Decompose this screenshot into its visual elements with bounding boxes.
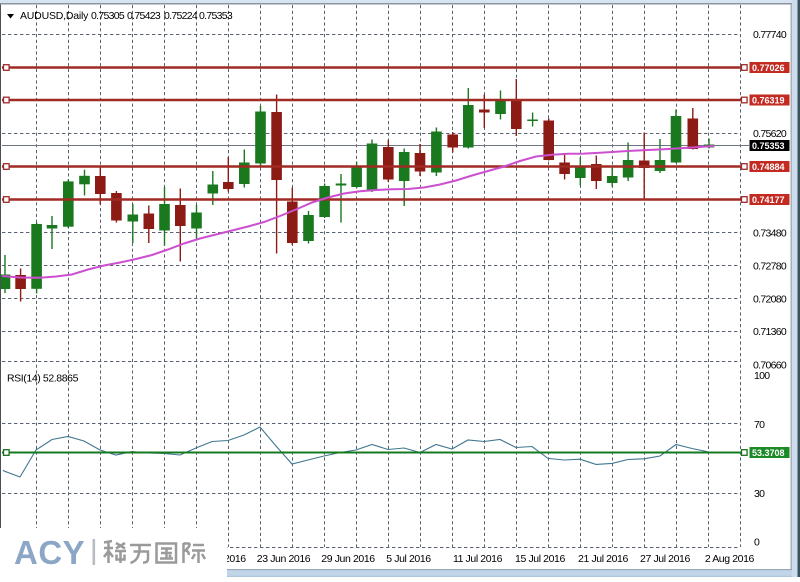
svg-text:0: 0	[754, 537, 760, 549]
svg-text:0.72080: 0.72080	[753, 294, 787, 306]
svg-text:0.74177: 0.74177	[752, 195, 785, 205]
svg-text:70: 70	[754, 419, 765, 431]
svg-text:AUDUSD,Daily: AUDUSD,Daily	[20, 10, 89, 22]
svg-text:53.3708: 53.3708	[752, 448, 785, 458]
svg-text:ACY: ACY	[14, 534, 85, 571]
svg-text:0.76319: 0.76319	[752, 95, 785, 105]
svg-text:0.75305: 0.75305	[91, 10, 125, 22]
svg-text:0.75353: 0.75353	[752, 141, 785, 151]
svg-text:27 Jul 2016: 27 Jul 2016	[640, 553, 690, 565]
svg-text:0.71360: 0.71360	[753, 326, 787, 338]
svg-text:15 Jul 2016: 15 Jul 2016	[515, 553, 565, 565]
svg-text:23 Jun 2016: 23 Jun 2016	[257, 553, 311, 565]
svg-text:0.75423: 0.75423	[127, 10, 161, 22]
svg-text:100: 100	[754, 370, 770, 382]
svg-text:0.75224: 0.75224	[164, 10, 198, 22]
svg-text:0.75353: 0.75353	[199, 10, 233, 22]
svg-text:0.75620: 0.75620	[753, 128, 787, 140]
svg-text:0.72780: 0.72780	[753, 261, 787, 273]
svg-text:29 Jun 2016: 29 Jun 2016	[321, 553, 375, 565]
svg-text:2 Aug 2016: 2 Aug 2016	[705, 553, 755, 565]
svg-text:0.77026: 0.77026	[752, 63, 785, 73]
svg-text:RSI(14) 52.8865: RSI(14) 52.8865	[7, 373, 79, 385]
svg-text:5 Jul 2016: 5 Jul 2016	[386, 553, 431, 565]
svg-text:21 Jul 2016: 21 Jul 2016	[578, 553, 628, 565]
svg-text:0.73480: 0.73480	[753, 228, 787, 240]
svg-text:11 Jul 2016: 11 Jul 2016	[453, 553, 503, 565]
svg-text:0.74884: 0.74884	[752, 162, 785, 172]
svg-text:0.77740: 0.77740	[753, 29, 787, 41]
svg-text:30: 30	[754, 488, 765, 500]
